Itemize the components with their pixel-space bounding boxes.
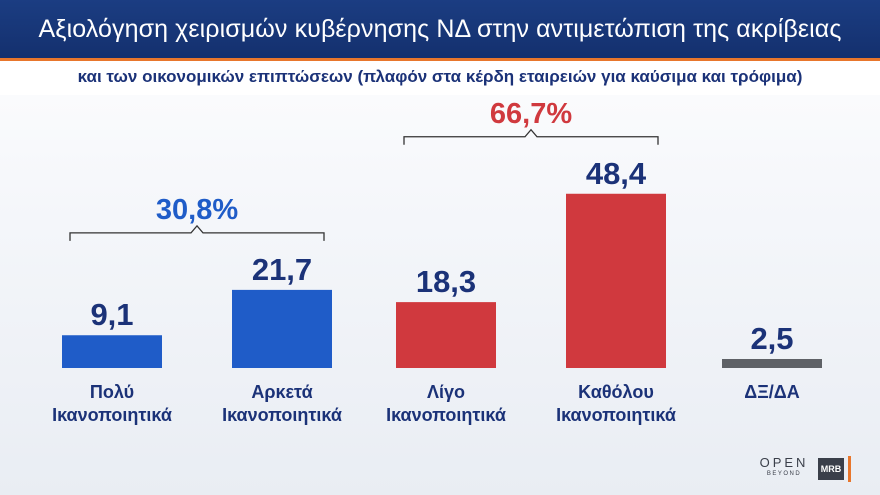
title-bar [0, 0, 880, 58]
bar [396, 302, 496, 368]
bar [722, 359, 822, 368]
group-bracket [69, 224, 325, 241]
category-label: Ικανοποιητικά [52, 405, 172, 425]
accent-line [0, 58, 880, 61]
category-label: ΔΞ/ΔΑ [744, 382, 799, 402]
group-bracket [403, 128, 659, 145]
category-label: Ικανοποιητικά [222, 405, 342, 425]
category-label: Καθόλου [578, 382, 654, 402]
open-logo: OPEN BEYOND [758, 456, 810, 486]
chart-subtitle: και των οικονομικών επιπτώσεων (πλαφόν σ… [77, 67, 803, 86]
value-label: 2,5 [750, 321, 793, 356]
group-total-label: 30,8% [156, 194, 238, 226]
value-label: 18,3 [416, 264, 476, 299]
subtitle-bar [0, 61, 880, 95]
bar [232, 289, 332, 368]
category-label: Λίγο [427, 382, 465, 402]
category-label: Πολύ [90, 382, 134, 402]
bar [566, 193, 666, 368]
value-label: 9,1 [90, 297, 133, 332]
value-label: 48,4 [586, 156, 647, 191]
value-label: 21,7 [252, 252, 312, 287]
category-label: Ικανοποιητικά [556, 405, 676, 425]
mrb-logo: MRB [818, 458, 844, 480]
logo-accent-bar [848, 456, 851, 482]
category-label: Αρκετά [251, 382, 312, 402]
group-total-label: 66,7% [490, 98, 572, 130]
bar [62, 335, 162, 368]
category-label: Ικανοποιητικά [386, 405, 506, 425]
open-logo-text: OPEN [759, 455, 809, 470]
chart-title: Αξιολόγηση χειρισμών κυβέρνησης ΝΔ στην … [38, 15, 842, 43]
open-logo-subtext: BEYOND [766, 471, 802, 477]
